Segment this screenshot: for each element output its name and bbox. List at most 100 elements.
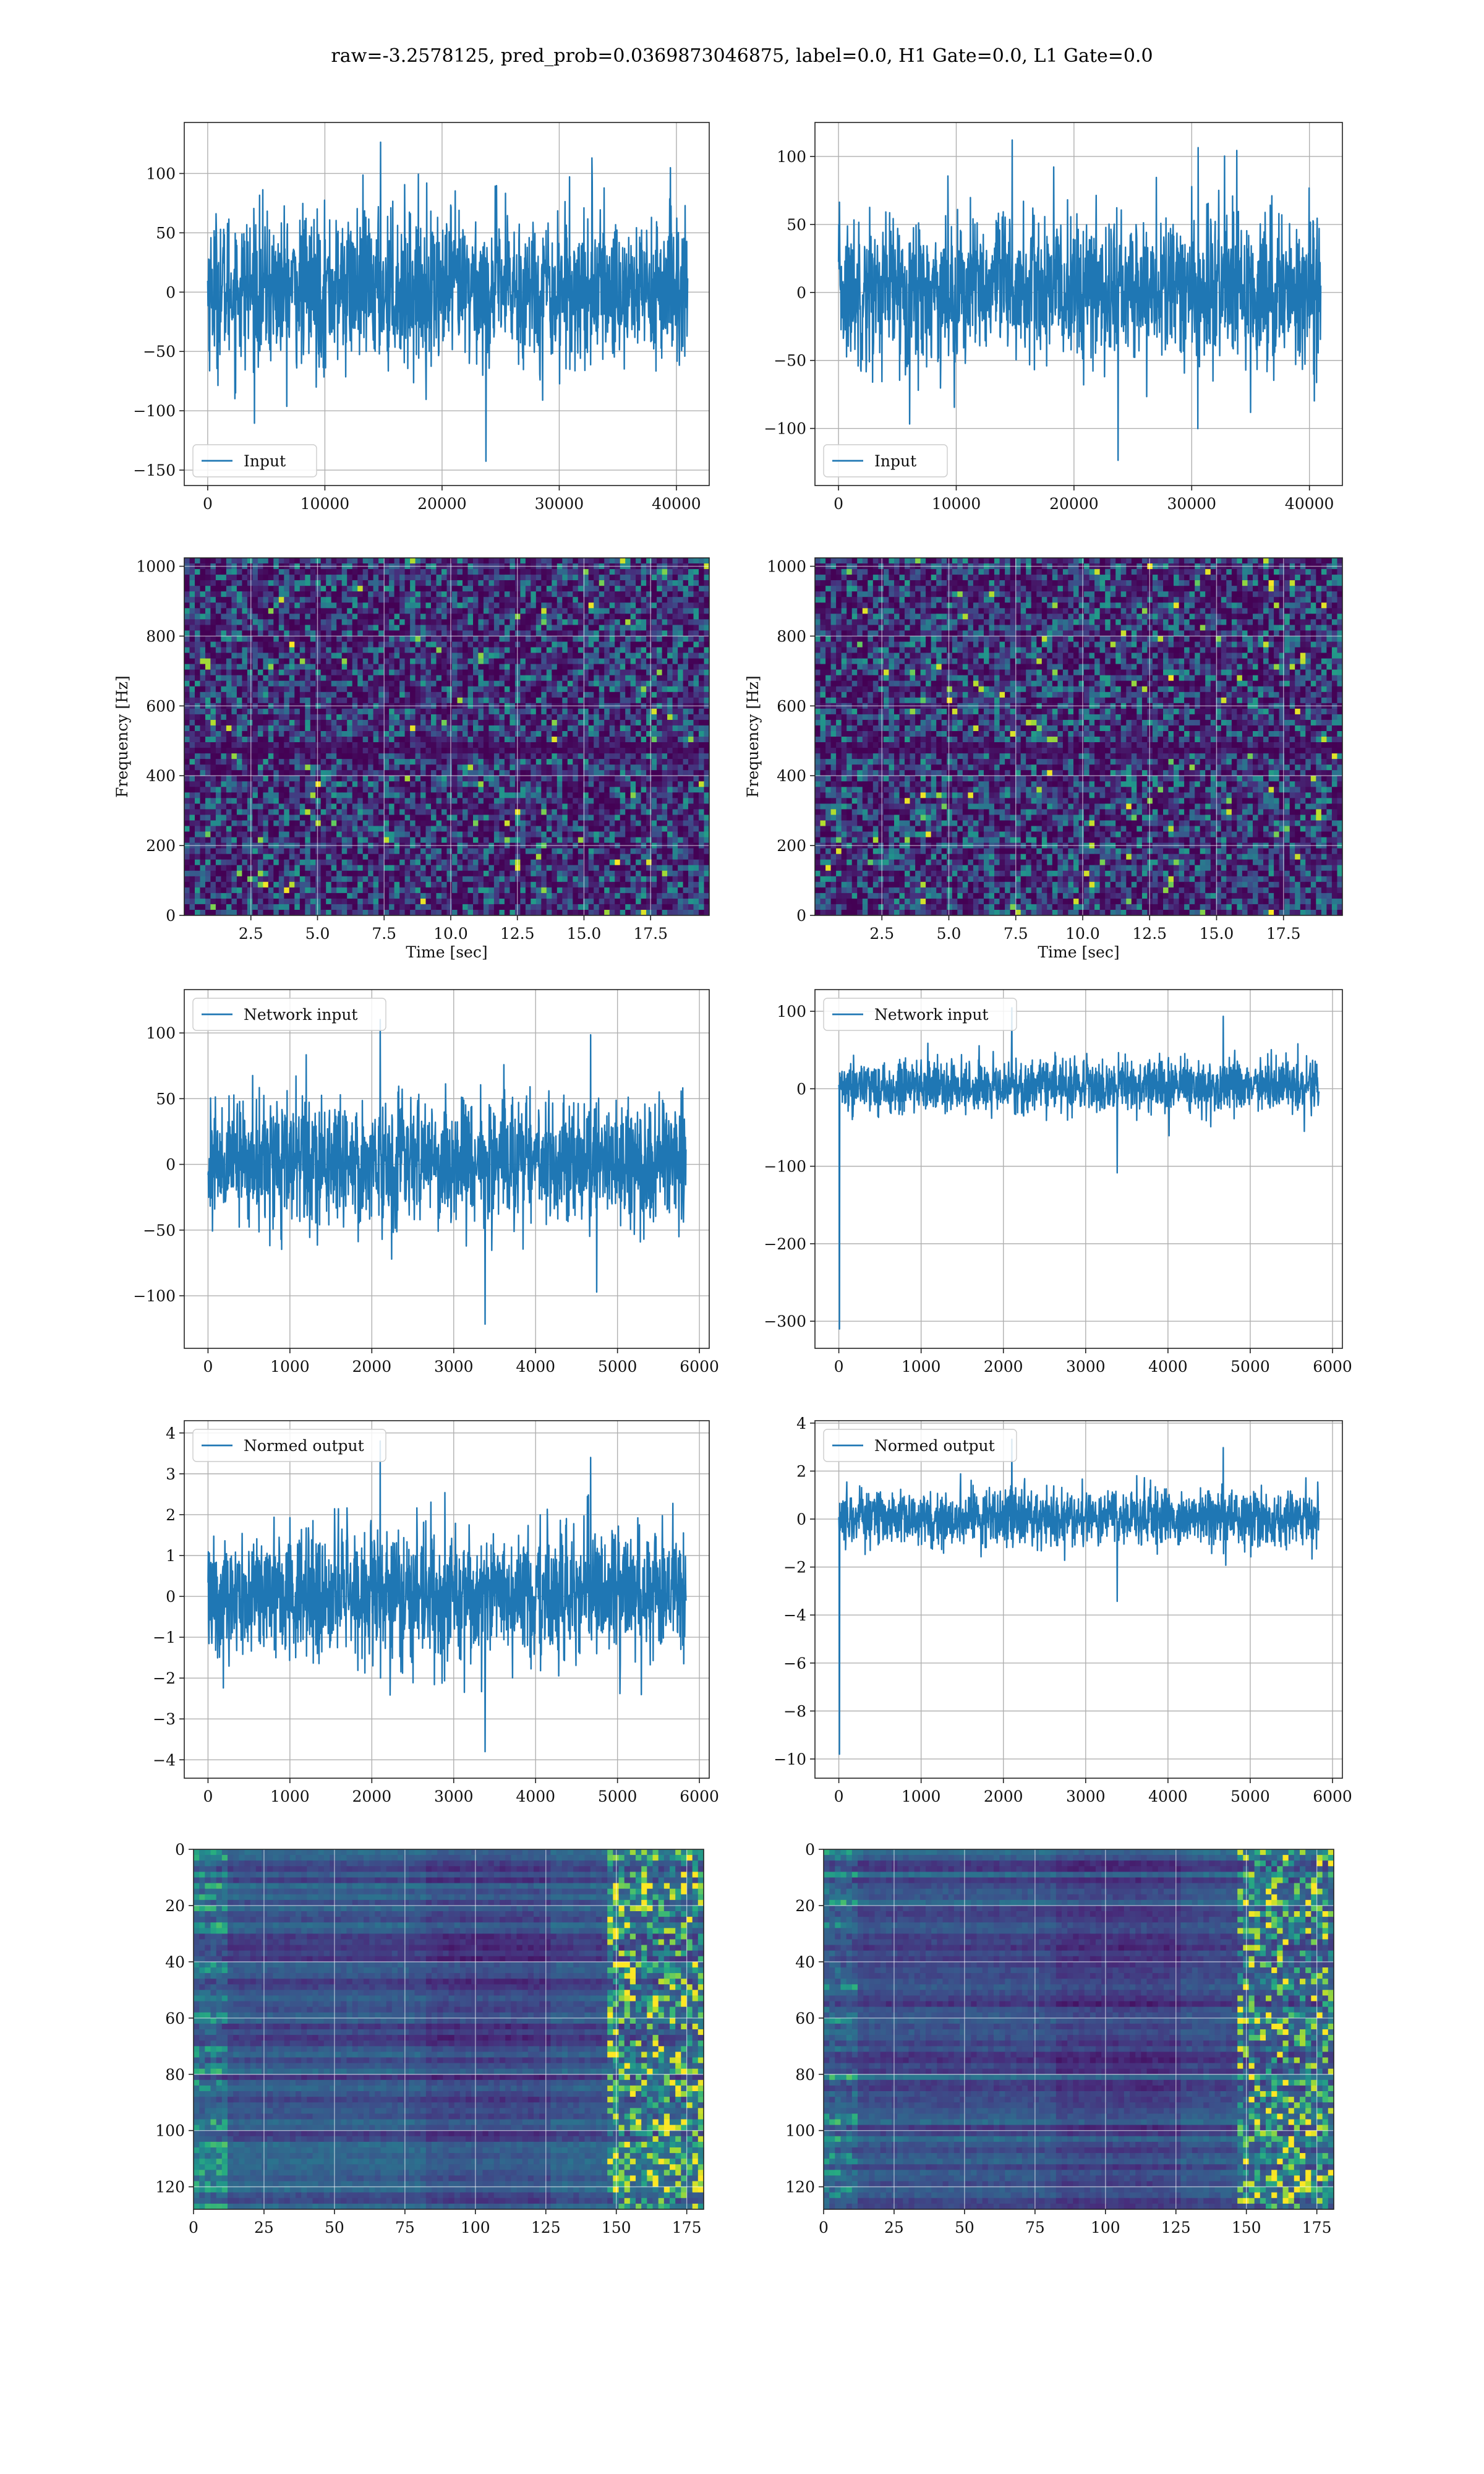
y-tick-label: 100 xyxy=(155,2122,185,2140)
axes-frame xyxy=(193,1849,704,2210)
y-tick-label: −2 xyxy=(783,1559,806,1577)
y-tick-label: 40 xyxy=(165,1953,185,1971)
x-tick-label: 40000 xyxy=(652,495,701,513)
axes-frame xyxy=(814,557,1343,916)
x-tick-label: 75 xyxy=(395,2219,415,2236)
x-tick-label: 6000 xyxy=(1313,1787,1352,1805)
axes-frame xyxy=(184,122,710,486)
legend: Input xyxy=(192,444,317,477)
x-tick-label: 1000 xyxy=(902,1358,941,1376)
y-tick-label: 100 xyxy=(777,1003,806,1021)
y-tick-label: −4 xyxy=(783,1606,806,1624)
y-tick-label: 20 xyxy=(165,1897,185,1915)
chart-spectrogram-h1: 2.5 5.0 7.5 10.0 12.5 15.0 17.5 0 200 400 600 800 10… xyxy=(113,557,710,961)
chart-normed-output-l1: Normed output 0 1000 2000 3000 4000 5000 6000 −1… xyxy=(774,1415,1352,1805)
y-tick-label: −2 xyxy=(153,1669,176,1687)
x-tick-label: 1000 xyxy=(270,1358,310,1376)
x-tick-label: 2000 xyxy=(984,1787,1023,1805)
legend-label: Network input xyxy=(244,1006,357,1024)
x-tick-label: 5.0 xyxy=(937,925,962,943)
x-tick-label: 5000 xyxy=(1230,1358,1270,1376)
y-tick-label: 20 xyxy=(795,1897,815,1915)
x-tick-label: 20000 xyxy=(1049,495,1099,513)
chart-spectrogram-l1: 2.5 5.0 7.5 10.0 12.5 15.0 17.5 0 200 400 600 800 10… xyxy=(744,557,1343,961)
x-tick-label: 0 xyxy=(834,1358,844,1376)
y-tick-label: 600 xyxy=(777,697,806,715)
y-tick-label: 4 xyxy=(166,1424,176,1442)
axes-frame xyxy=(823,1849,1334,2210)
chart-input-h1: Input 0 10000 20000 30000 40000 −150 −100 −50 0 50… xyxy=(133,122,710,513)
y-tick-label: 100 xyxy=(777,148,806,166)
x-tick-label: 4000 xyxy=(516,1358,555,1376)
y-tick-label: 50 xyxy=(156,1090,176,1108)
x-tick-label: 50 xyxy=(325,2219,344,2236)
x-tick-label: 3000 xyxy=(434,1787,474,1805)
y-tick-label: 60 xyxy=(165,2010,185,2027)
y-tick-label: −50 xyxy=(143,343,176,361)
y-tick-label: 50 xyxy=(787,216,806,234)
chart-feature-map-l1: 0 25 50 75 100 125 150 175 0 20 40 60 80 100 120 xyxy=(785,1841,1334,2236)
x-tick-label: 125 xyxy=(1161,2219,1191,2236)
x-tick-label: 100 xyxy=(461,2219,490,2236)
legend-box xyxy=(823,1429,1017,1462)
series-line xyxy=(207,1440,687,1753)
y-tick-label: 0 xyxy=(175,1841,185,1859)
y-tick-label: −200 xyxy=(764,1235,806,1253)
y-tick-label: −4 xyxy=(153,1751,176,1769)
x-tick-label: 30000 xyxy=(535,495,584,513)
y-tick-label: −3 xyxy=(153,1710,176,1728)
axes-frame xyxy=(184,557,710,916)
x-tick-label: 2.5 xyxy=(239,925,263,943)
x-tick-label: 0 xyxy=(203,495,213,513)
y-tick-label: 0 xyxy=(166,907,176,925)
y-axis-label: Frequency [Hz] xyxy=(744,675,762,798)
y-tick-label: −1 xyxy=(153,1629,176,1646)
legend: Normed output xyxy=(823,1429,1017,1462)
y-tick-label: −6 xyxy=(783,1654,806,1672)
x-axis-label: Time [sec] xyxy=(1038,943,1119,961)
y-tick-label: 800 xyxy=(777,627,806,645)
x-tick-label: 1000 xyxy=(902,1787,941,1805)
x-tick-label: 100 xyxy=(1091,2219,1120,2236)
x-tick-label: 5000 xyxy=(598,1787,638,1805)
x-tick-label: 5000 xyxy=(598,1358,638,1376)
y-tick-label: 0 xyxy=(166,1156,176,1174)
ticks: 0 1000 2000 3000 4000 5000 6000 −10 −8 −6 −4 −2 0 2 4 xyxy=(774,1415,1352,1805)
x-tick-label: 20000 xyxy=(417,495,467,513)
legend-box xyxy=(192,998,386,1031)
x-tick-label: 15.0 xyxy=(567,925,602,943)
x-tick-label: 3000 xyxy=(434,1358,474,1376)
y-tick-label: 1000 xyxy=(767,558,806,576)
legend-box xyxy=(823,998,1017,1031)
x-tick-label: 30000 xyxy=(1167,495,1217,513)
x-tick-label: 6000 xyxy=(1313,1358,1352,1376)
y-tick-label: 60 xyxy=(795,2010,815,2027)
y-tick-label: 1000 xyxy=(136,558,176,576)
x-tick-label: 10.0 xyxy=(433,925,468,943)
x-tick-label: 2.5 xyxy=(869,925,894,943)
x-tick-label: 10.0 xyxy=(1065,925,1100,943)
y-tick-label: 3 xyxy=(166,1465,176,1483)
y-tick-label: 0 xyxy=(796,907,806,925)
legend-label: Normed output xyxy=(874,1437,995,1455)
y-tick-label: 120 xyxy=(155,2178,185,2196)
y-tick-label: 80 xyxy=(795,2066,815,2084)
ticks: 0 1000 2000 3000 4000 5000 6000 −300 −200 −100 0 10… xyxy=(764,1003,1352,1376)
y-tick-label: 0 xyxy=(796,1080,806,1098)
x-tick-label: 3000 xyxy=(1066,1358,1106,1376)
y-tick-label: −150 xyxy=(133,461,176,479)
y-tick-label: 200 xyxy=(777,837,806,855)
series-line xyxy=(837,139,1322,461)
x-tick-label: 3000 xyxy=(1066,1787,1106,1805)
x-tick-label: 25 xyxy=(254,2219,274,2236)
x-tick-label: 150 xyxy=(1232,2219,1261,2236)
y-tick-label: 0 xyxy=(166,283,176,301)
ticks: 0 25 50 75 100 125 150 175 0 20 40 60 80 100 120 xyxy=(785,1841,1331,2236)
x-tick-label: 10000 xyxy=(932,495,981,513)
axes-frame xyxy=(814,122,1343,486)
legend-label: Network input xyxy=(874,1006,988,1024)
figure-suptitle: raw=-3.2578125, pred_prob=0.036987304687… xyxy=(331,45,1153,67)
legend-box xyxy=(823,444,948,477)
y-tick-label: 600 xyxy=(146,697,176,715)
